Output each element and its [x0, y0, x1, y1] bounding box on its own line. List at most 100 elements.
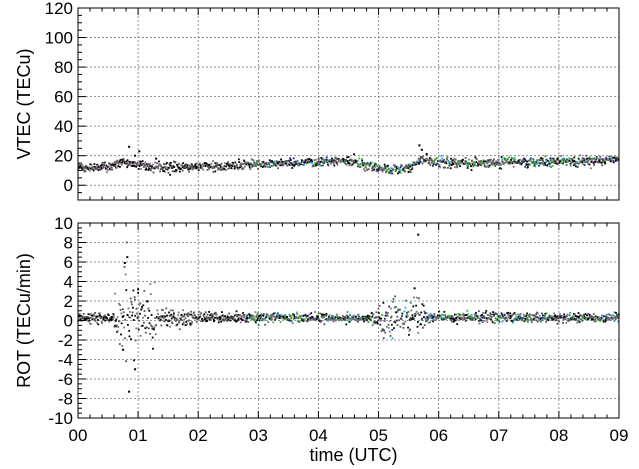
data-point: [135, 165, 138, 168]
data-point: [451, 318, 454, 320]
data-point: [467, 161, 470, 164]
data-point: [598, 158, 601, 161]
data-point: [502, 314, 505, 317]
data-point: [313, 159, 316, 162]
y-tick-label: 0: [64, 312, 73, 331]
data-point: [92, 169, 95, 172]
data-point: [518, 314, 521, 316]
data-point: [395, 306, 397, 308]
data-point: [506, 313, 509, 316]
data-point: [503, 157, 506, 160]
data-point: [114, 165, 117, 167]
data-point: [482, 311, 484, 314]
data-point: [262, 161, 265, 163]
data-point: [492, 158, 495, 161]
data-point: [321, 157, 324, 160]
data-point: [122, 308, 124, 311]
y-tick-label: 100: [45, 29, 73, 48]
data-point: [287, 163, 290, 165]
data-point: [404, 165, 407, 168]
data-point: [485, 160, 488, 163]
data-point: [380, 169, 383, 171]
data-point: [287, 319, 290, 322]
data-point: [541, 318, 544, 321]
data-point: [370, 311, 373, 314]
data-point: [128, 160, 131, 163]
data-point: [357, 165, 360, 168]
data-point: [311, 316, 314, 318]
data-point: [175, 169, 178, 172]
data-point: [574, 162, 577, 165]
data-point: [543, 162, 546, 165]
data-point: [292, 317, 295, 320]
data-point: [529, 159, 532, 162]
data-point: [474, 162, 476, 164]
data-point: [132, 161, 135, 164]
data-point: [313, 162, 316, 164]
data-point: [527, 159, 530, 162]
data-point: [446, 158, 449, 161]
data-point: [97, 169, 100, 172]
data-point: [166, 314, 168, 317]
data-point: [405, 164, 408, 167]
data-point: [485, 309, 488, 312]
data-point: [246, 317, 249, 319]
data-point: [371, 324, 374, 327]
data-point: [420, 323, 422, 326]
data-point: [217, 316, 220, 319]
data-point: [576, 165, 579, 168]
data-point: [124, 273, 127, 276]
data-point: [422, 160, 425, 163]
data-point: [438, 159, 441, 162]
data-point: [134, 298, 136, 301]
data-point: [213, 312, 216, 315]
data-point: [257, 311, 259, 314]
data-point: [413, 161, 416, 164]
data-point: [478, 310, 480, 313]
data-point: [275, 164, 278, 167]
data-point: [578, 315, 581, 318]
data-point: [578, 321, 581, 323]
data-point: [303, 318, 306, 321]
data-point: [238, 314, 241, 317]
data-point: [456, 161, 459, 164]
data-point: [548, 314, 551, 317]
data-point: [235, 165, 237, 168]
data-point: [123, 265, 126, 268]
data-point: [142, 304, 145, 307]
data-point: [246, 314, 249, 317]
data-point: [92, 168, 95, 171]
data-point: [139, 334, 142, 337]
data-point: [288, 318, 290, 321]
data-point: [309, 160, 311, 163]
data-point: [500, 317, 503, 319]
data-point: [473, 160, 476, 163]
data-point: [138, 319, 141, 322]
data-point: [262, 314, 265, 317]
data-point: [321, 315, 324, 318]
data-point: [346, 156, 348, 159]
data-point: [462, 312, 465, 315]
data-point: [89, 163, 92, 166]
data-point: [80, 320, 83, 322]
data-point: [501, 314, 503, 316]
data-point: [402, 169, 405, 172]
data-point: [538, 314, 541, 317]
data-point: [441, 313, 444, 316]
data-point: [168, 162, 171, 165]
data-point: [537, 316, 540, 319]
data-point: [276, 162, 279, 164]
data-point: [216, 163, 219, 166]
data-point: [96, 315, 99, 318]
data-point: [574, 165, 577, 168]
data-point: [514, 318, 517, 321]
data-point: [176, 319, 179, 321]
data-point: [232, 161, 234, 164]
data-point: [323, 162, 325, 164]
data-point: [350, 164, 353, 167]
data-point: [328, 315, 330, 318]
data-point: [167, 171, 170, 174]
data-point: [196, 318, 199, 321]
data-point: [455, 163, 458, 166]
data-point: [324, 318, 327, 321]
